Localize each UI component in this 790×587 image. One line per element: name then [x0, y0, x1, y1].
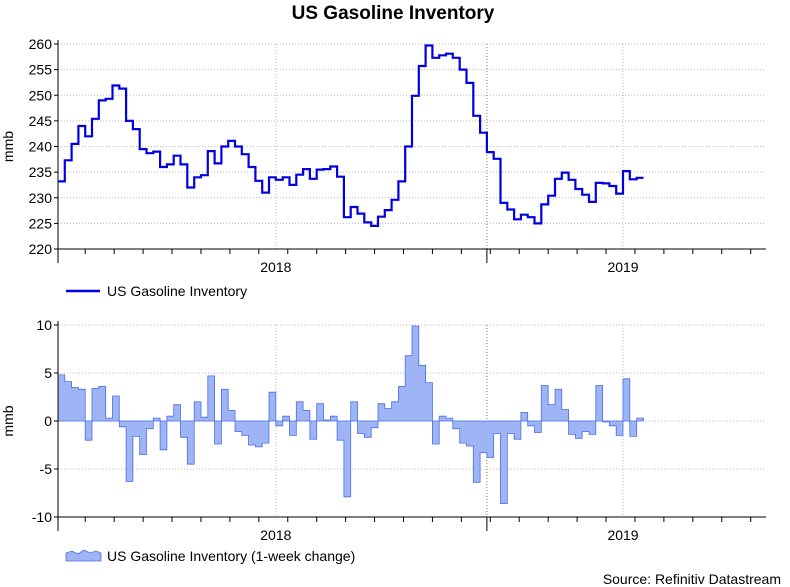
change-y-tick-label-5: -5: [40, 461, 53, 477]
level-axes: [54, 40, 766, 263]
series-line-us-gasoline-inventory: [58, 44, 644, 227]
level-x-tick-label-2019: 2019: [607, 259, 638, 275]
level-y-tick-label-235: 235: [29, 164, 53, 180]
change-legend-swatch: [65, 549, 102, 562]
level-legend: US Gasoline Inventory: [66, 283, 247, 299]
level-y-tick-label-245: 245: [29, 113, 53, 129]
level-chart-panel: 220 225 230 235 240 245 250 255 260 2018 2019 mmb: [0, 36, 766, 275]
change-y-tick-label-10: 10: [36, 317, 52, 333]
change-x-tick-label-2019: 2019: [607, 527, 638, 543]
level-legend-label: US Gasoline Inventory: [107, 283, 247, 299]
change-chart-panel: -10 -5 0 5 10 2018 2019 mmb: [0, 317, 766, 543]
change-y-tick-label-5: 5: [44, 365, 52, 381]
change-legend: US Gasoline Inventory (1-week change): [65, 548, 355, 564]
level-y-tick-labels: 220 225 230 235 240 245 250 255 260: [29, 36, 53, 257]
change-y-tick-label-0: 0: [44, 413, 52, 429]
series-area-us-gasoline-inventory-1-week-change: [57, 325, 644, 504]
level-y-tick-label-250: 250: [29, 87, 53, 103]
change-y-tick-labels: -10 -5 0 5 10: [32, 317, 52, 525]
level-y-tick-label-220: 220: [29, 241, 53, 257]
level-y-tick-label-230: 230: [29, 190, 53, 206]
change-y-axis-label: mmb: [0, 405, 16, 436]
source-note: Source: Refinitiv Datastream: [603, 571, 781, 587]
level-y-tick-label-240: 240: [29, 139, 53, 155]
change-x-tick-labels: 2018 2019: [260, 527, 639, 543]
change-axes: [54, 321, 766, 531]
level-y-tick-label-225: 225: [29, 215, 53, 231]
change-legend-label: US Gasoline Inventory (1-week change): [107, 548, 355, 564]
change-y-tick-label-10: -10: [32, 509, 52, 525]
level-y-tick-label-255: 255: [29, 62, 53, 78]
level-x-tick-label-2018: 2018: [260, 259, 291, 275]
chart-title: US Gasoline Inventory: [292, 3, 495, 24]
change-x-tick-label-2018: 2018: [260, 527, 291, 543]
level-y-axis-label: mmb: [0, 131, 16, 162]
level-x-tick-labels: 2018 2019: [260, 259, 639, 275]
level-y-tick-label-260: 260: [29, 36, 53, 52]
